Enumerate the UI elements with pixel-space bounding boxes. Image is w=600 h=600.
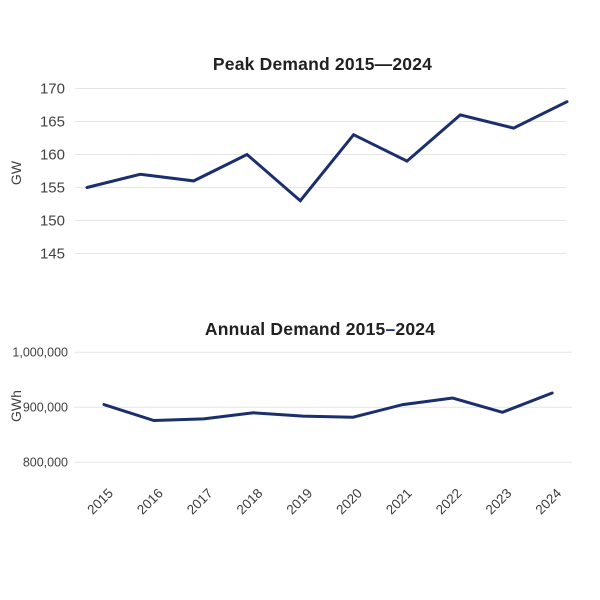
x-tick-label: 2023 (483, 486, 515, 518)
title-dash-accent: – (385, 319, 396, 339)
y-tick-label: 1,000,000 (12, 346, 68, 360)
peak-demand-chart-title: Peak Demand 2015—2024 (45, 54, 600, 75)
title-text: Peak Demand 2015 (212, 54, 375, 74)
x-tick-label: 2019 (283, 486, 315, 518)
y-tick-label: 150 (40, 213, 65, 230)
y-tick-label: 900,000 (23, 401, 68, 415)
x-tick-label: 2022 (433, 486, 465, 518)
x-tick-label: 2018 (234, 486, 266, 518)
x-tick-label: 2020 (333, 486, 365, 518)
x-tick-label: 2015 (84, 486, 116, 518)
y-tick-label: 800,000 (23, 456, 68, 470)
x-tick-label: 2017 (184, 486, 216, 518)
title-text: 2024 (395, 319, 436, 339)
title-text: Annual Demand 2015 (204, 319, 386, 339)
series-line (102, 391, 554, 423)
y-tick-label: 155 (40, 180, 65, 197)
y-tick-label: 170 (40, 81, 65, 98)
x-tick-label: 2024 (532, 485, 564, 517)
y-tick-label: 165 (40, 114, 65, 131)
x-tick-label: 2016 (134, 486, 166, 518)
title-dash: — (374, 54, 393, 74)
x-tick-label: 2021 (383, 486, 415, 518)
annual-demand-chart-title: Annual Demand 2015–2024 (40, 319, 600, 340)
y-tick-label: 160 (40, 147, 65, 164)
series-line (85, 100, 569, 203)
title-text: 2024 (392, 54, 433, 74)
y-tick-label: 145 (40, 246, 65, 263)
